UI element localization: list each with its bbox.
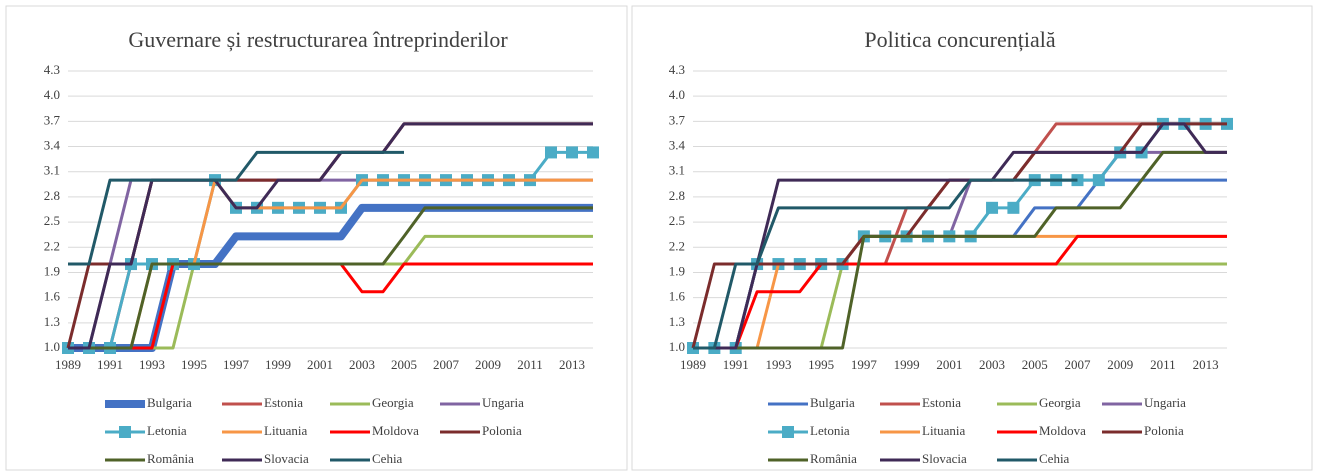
y-tick-label: 2.8 (44, 188, 60, 203)
marker (545, 146, 557, 159)
legend-label: Cehia (1039, 451, 1070, 466)
y-tick-label: 4.0 (669, 87, 685, 102)
y-tick-label: 1.0 (669, 339, 685, 354)
y-tick-label: 3.1 (44, 163, 60, 178)
legend-label: Estonia (922, 395, 961, 410)
legend-label: Ungaria (1144, 395, 1186, 410)
series-line (693, 150, 1227, 350)
x-tick-label: 1991 (97, 357, 123, 372)
x-tick-label: 1999 (894, 357, 920, 372)
panel-left (5, 5, 628, 471)
marker (1007, 201, 1020, 214)
series-line (68, 234, 593, 350)
legend-label: Letonia (147, 423, 187, 438)
y-tick-label: 1.6 (44, 289, 61, 304)
x-tick-label: 2009 (1107, 357, 1133, 372)
x-tick-label: 1991 (723, 357, 749, 372)
x-tick-label: 1997 (851, 357, 878, 372)
legend-label: România (147, 451, 194, 466)
x-tick-label: 1995 (808, 357, 834, 372)
legend-label: Cehia (372, 451, 403, 466)
legend-label: Ungaria (482, 395, 524, 410)
series-line (693, 262, 1227, 350)
x-tick-label: 2009 (475, 357, 501, 372)
legend-label: Georgia (1039, 395, 1081, 410)
series-line (693, 178, 1078, 350)
x-tick-label: 2007 (433, 357, 460, 372)
chart-title: Politica concurențială (864, 27, 1055, 52)
y-tick-label: 1.9 (669, 263, 685, 278)
y-tick-label: 3.4 (669, 138, 686, 153)
y-tick-label: 3.4 (44, 138, 61, 153)
x-tick-label: 2005 (391, 357, 417, 372)
legend-label: Estonia (264, 395, 303, 410)
chart-title: Guvernare și restructurarea întreprinder… (128, 27, 508, 52)
series-line (693, 150, 1227, 350)
y-tick-label: 1.3 (44, 314, 60, 329)
y-tick-label: 4.3 (669, 62, 685, 77)
series-line (68, 206, 593, 350)
y-tick-label: 2.8 (669, 188, 685, 203)
legend-label: Moldova (372, 423, 419, 438)
y-tick-label: 1.6 (669, 289, 686, 304)
y-tick-label: 3.7 (44, 112, 61, 127)
x-tick-label: 1993 (139, 357, 165, 372)
legend-label: Slovacia (922, 451, 967, 466)
y-tick-label: 2.5 (44, 213, 60, 228)
x-tick-label: 1989 (680, 357, 706, 372)
marker (566, 146, 578, 159)
x-tick-label: 1995 (181, 357, 207, 372)
x-tick-label: 2011 (1150, 357, 1176, 372)
y-tick-label: 3.1 (669, 163, 685, 178)
legend-marker (782, 426, 794, 438)
x-tick-label: 2007 (1064, 357, 1091, 372)
series-line (693, 122, 1227, 350)
x-tick-label: 2013 (1193, 357, 1219, 372)
series-line (68, 262, 593, 350)
y-tick-label: 1.3 (669, 314, 685, 329)
y-tick-label: 4.3 (44, 62, 60, 77)
x-tick-label: 1989 (55, 357, 81, 372)
x-tick-label: 2001 (307, 357, 333, 372)
legend-label: Polonia (482, 423, 522, 438)
x-tick-label: 2001 (936, 357, 962, 372)
y-tick-label: 2.5 (669, 213, 685, 228)
x-tick-label: 2013 (559, 357, 585, 372)
y-tick-label: 1.0 (44, 339, 60, 354)
y-tick-label: 2.2 (44, 238, 60, 253)
x-tick-label: 1999 (265, 357, 291, 372)
legend-label: România (810, 451, 857, 466)
x-tick-label: 2005 (1022, 357, 1048, 372)
legend-label: Georgia (372, 395, 414, 410)
marker (1092, 174, 1105, 187)
x-tick-label: 1993 (765, 357, 791, 372)
y-tick-label: 3.7 (669, 112, 686, 127)
legend-label: Lituania (922, 423, 966, 438)
y-tick-label: 1.9 (44, 263, 60, 278)
legend-label: Slovacia (264, 451, 309, 466)
legend-label: Lituania (264, 423, 308, 438)
y-tick-label: 4.0 (44, 87, 60, 102)
series-line (68, 203, 593, 352)
x-tick-label: 1997 (223, 357, 250, 372)
x-tick-label: 2011 (517, 357, 543, 372)
legend-label: Bulgaria (147, 395, 192, 410)
series-line (68, 150, 404, 266)
series-line (693, 234, 1227, 350)
x-tick-label: 2003 (979, 357, 1005, 372)
y-tick-label: 2.2 (669, 238, 685, 253)
legend-label: Letonia (810, 423, 850, 438)
legend-label: Polonia (1144, 423, 1184, 438)
legend-marker (119, 426, 131, 438)
x-tick-label: 2003 (349, 357, 375, 372)
legend-label: Moldova (1039, 423, 1086, 438)
marker (986, 201, 999, 214)
legend-label: Bulgaria (810, 395, 855, 410)
marker (587, 146, 599, 159)
panel-right (631, 5, 1313, 471)
